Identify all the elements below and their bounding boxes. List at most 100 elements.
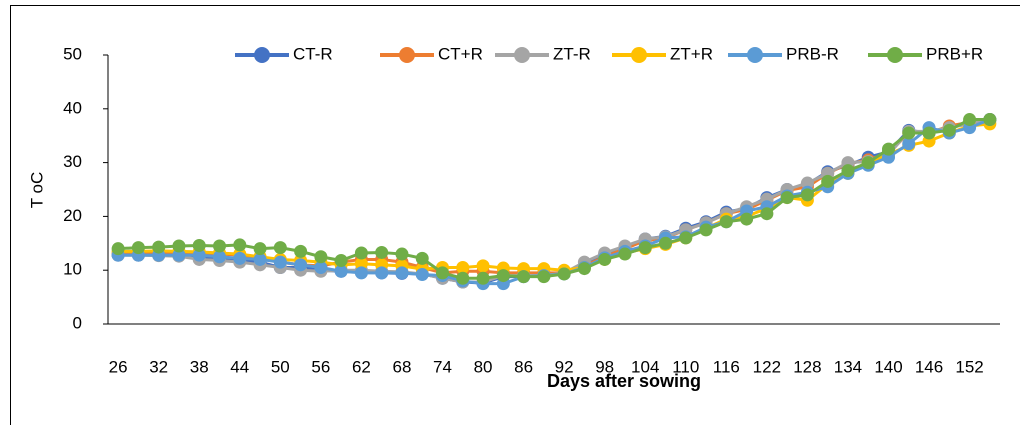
data-point bbox=[354, 266, 368, 280]
x-tick-label: 38 bbox=[190, 357, 209, 376]
x-tick-label: 104 bbox=[631, 357, 659, 376]
data-point bbox=[415, 251, 429, 265]
data-point bbox=[577, 262, 591, 276]
x-tick-label: 140 bbox=[874, 357, 902, 376]
series-line bbox=[118, 122, 991, 272]
data-point bbox=[131, 241, 145, 255]
data-point bbox=[436, 266, 449, 280]
data-point bbox=[740, 212, 754, 226]
data-point bbox=[334, 254, 348, 268]
data-point bbox=[172, 248, 186, 262]
legend-marker bbox=[254, 47, 270, 63]
data-point bbox=[192, 248, 206, 262]
series-line bbox=[118, 118, 991, 286]
data-point bbox=[963, 113, 977, 127]
legend-label: PRB+R bbox=[926, 44, 983, 63]
data-point bbox=[800, 176, 814, 190]
legend-label: PRB-R bbox=[786, 44, 839, 63]
x-tick-label: 50 bbox=[271, 357, 290, 376]
data-point bbox=[699, 223, 713, 237]
x-tick-label: 62 bbox=[352, 357, 371, 376]
data-point bbox=[314, 261, 328, 275]
data-point bbox=[760, 207, 774, 221]
legend-marker bbox=[399, 47, 415, 63]
data-point bbox=[172, 239, 186, 253]
data-point bbox=[375, 245, 389, 259]
x-tick-label: 92 bbox=[555, 357, 574, 376]
x-tick-label: 56 bbox=[311, 357, 330, 376]
data-point bbox=[213, 239, 226, 253]
data-point bbox=[375, 266, 389, 280]
data-point bbox=[273, 241, 287, 255]
data-point bbox=[314, 250, 328, 264]
y-tick-label: 10 bbox=[63, 260, 82, 279]
x-tick-label: 110 bbox=[672, 357, 699, 376]
y-tick-label: 20 bbox=[63, 206, 82, 225]
data-point bbox=[111, 242, 125, 256]
data-point bbox=[192, 238, 206, 252]
data-point bbox=[618, 247, 632, 261]
x-tick-label: 86 bbox=[514, 357, 533, 376]
legend-label: ZT+R bbox=[670, 44, 713, 63]
x-tick-label: 116 bbox=[713, 357, 740, 376]
legend-label: CT-R bbox=[293, 44, 333, 63]
x-tick-label: 74 bbox=[433, 357, 452, 376]
legend-marker bbox=[514, 47, 530, 63]
series-line bbox=[118, 118, 991, 275]
data-point bbox=[354, 246, 368, 260]
legend-marker bbox=[631, 47, 647, 63]
data-point bbox=[294, 244, 308, 258]
x-axis-label: Days after sowing bbox=[547, 371, 701, 391]
x-tick-label: 122 bbox=[753, 357, 781, 376]
x-tick-label: 98 bbox=[595, 357, 614, 376]
data-point bbox=[659, 236, 672, 250]
data-point bbox=[294, 258, 308, 272]
data-point bbox=[922, 126, 936, 140]
data-point bbox=[233, 238, 247, 252]
data-point bbox=[496, 269, 510, 283]
data-point bbox=[354, 257, 368, 271]
data-point bbox=[334, 264, 348, 278]
data-point bbox=[253, 252, 267, 266]
y-tick-label: 50 bbox=[63, 44, 82, 63]
data-point bbox=[152, 240, 166, 254]
data-point bbox=[253, 242, 267, 256]
y-axis-label: T oC bbox=[27, 172, 46, 209]
x-tick-label: 146 bbox=[915, 357, 943, 376]
data-point bbox=[517, 270, 531, 284]
data-point bbox=[213, 250, 226, 264]
x-tick-label: 68 bbox=[392, 357, 411, 376]
data-point bbox=[841, 164, 855, 178]
data-point bbox=[476, 271, 490, 285]
legend-label: ZT-R bbox=[553, 44, 591, 63]
data-point bbox=[821, 174, 835, 188]
data-point bbox=[861, 156, 875, 170]
data-point bbox=[273, 255, 287, 269]
data-point bbox=[942, 123, 956, 137]
chart-frame bbox=[10, 5, 1020, 425]
data-point bbox=[456, 261, 470, 275]
legend-marker bbox=[747, 47, 763, 63]
data-point bbox=[719, 215, 733, 229]
data-point bbox=[557, 267, 571, 281]
y-tick-label: 40 bbox=[63, 98, 82, 117]
data-point bbox=[800, 188, 814, 202]
data-point bbox=[902, 126, 916, 140]
data-point bbox=[233, 251, 247, 265]
legend-marker bbox=[887, 47, 903, 63]
data-point bbox=[882, 142, 895, 156]
x-tick-label: 32 bbox=[149, 357, 168, 376]
data-point bbox=[456, 271, 470, 285]
x-tick-label: 26 bbox=[109, 357, 128, 376]
data-point bbox=[395, 266, 409, 280]
y-tick-label: 0 bbox=[73, 313, 82, 332]
data-point bbox=[476, 259, 490, 273]
x-tick-label: 80 bbox=[474, 357, 493, 376]
data-point bbox=[415, 268, 429, 282]
data-point bbox=[598, 252, 612, 266]
data-point bbox=[537, 270, 551, 284]
x-tick-label: 134 bbox=[834, 357, 862, 376]
data-point bbox=[902, 137, 916, 151]
